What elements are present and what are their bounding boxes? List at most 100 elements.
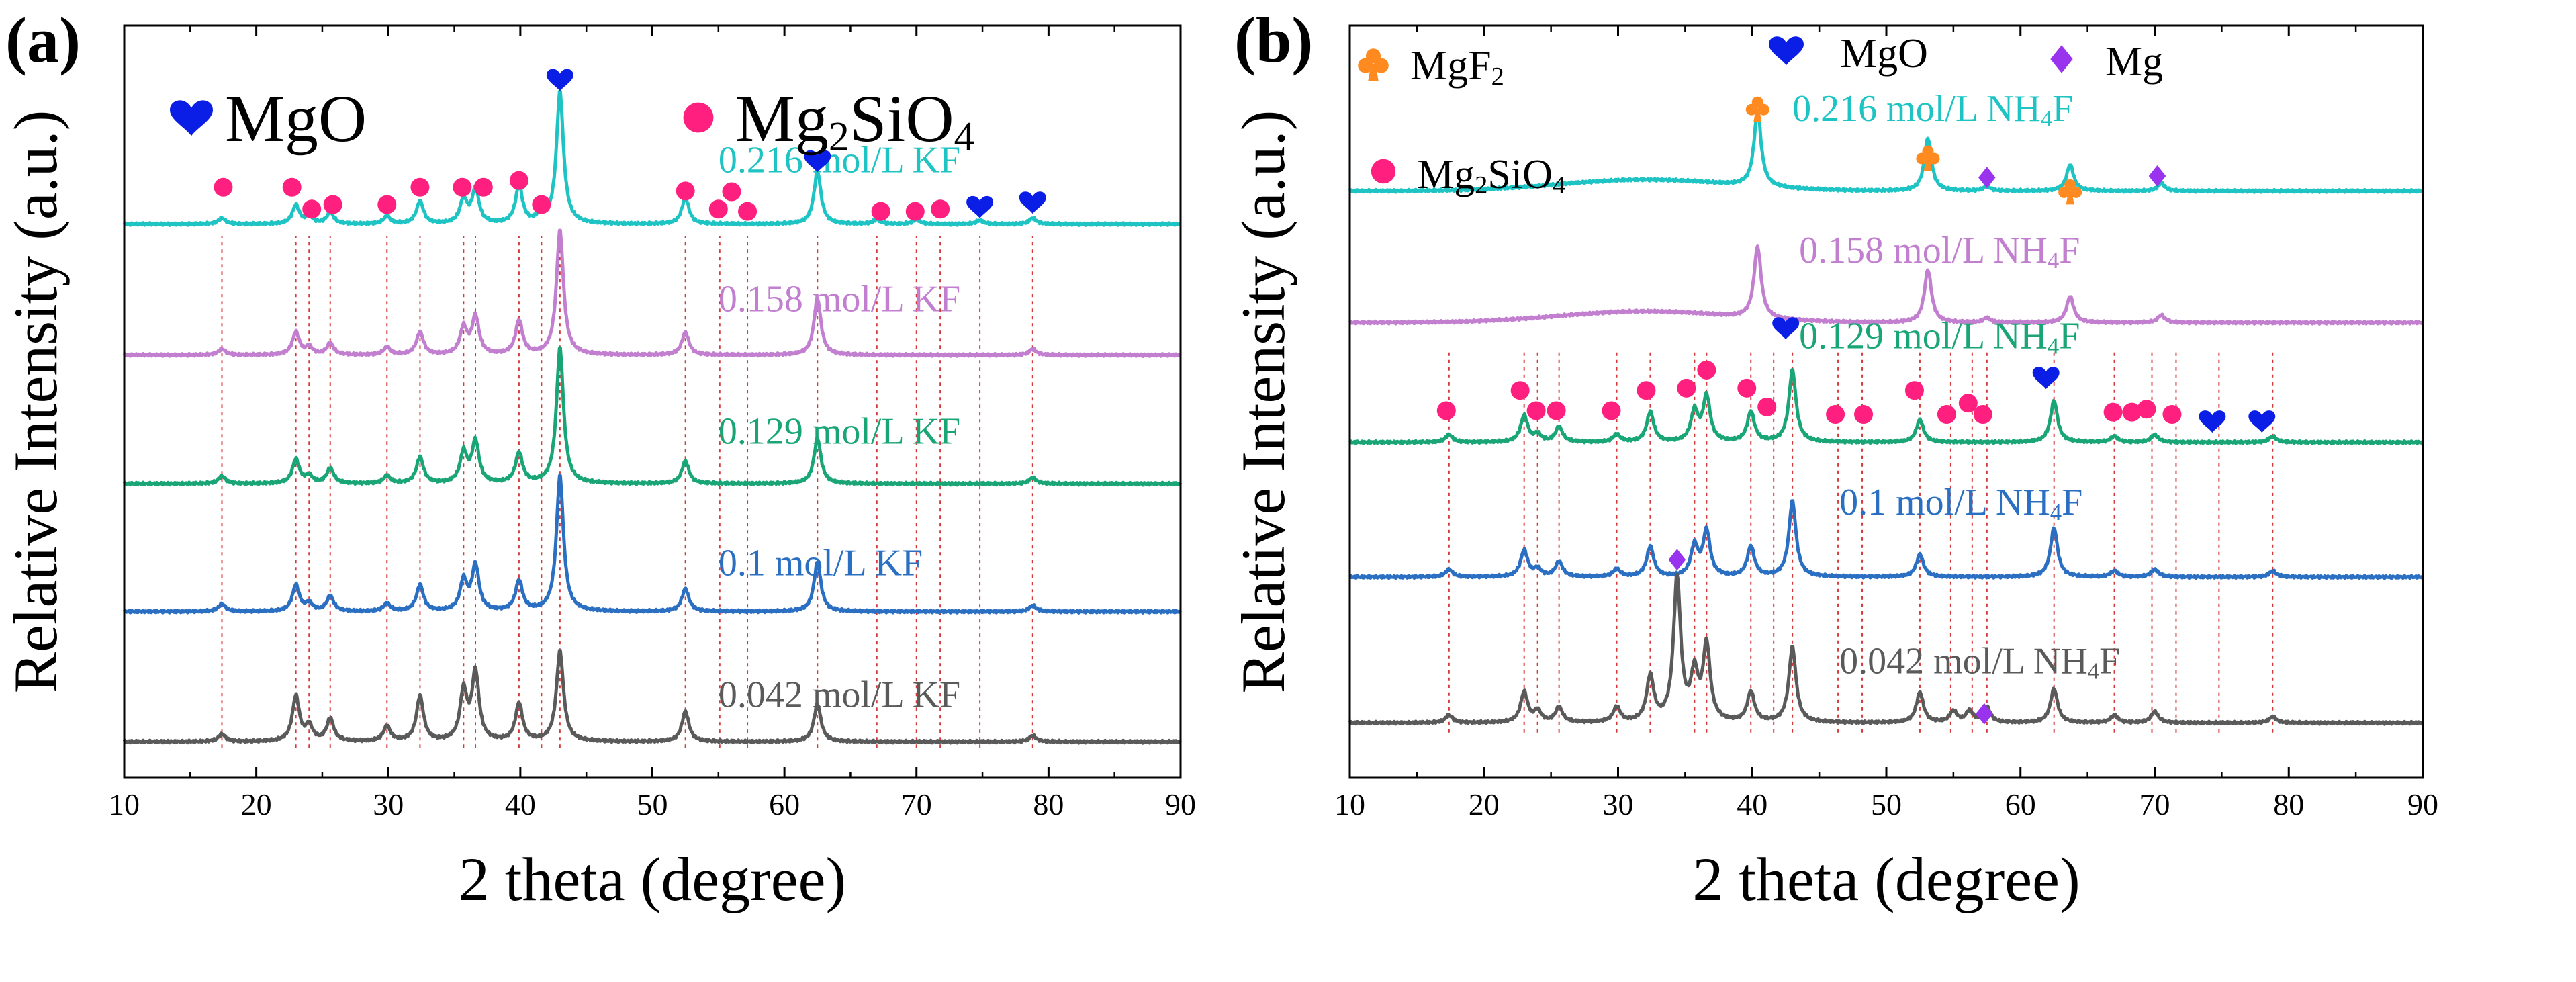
series-line (1348, 244, 2425, 326)
club-marker (2058, 179, 2082, 205)
diamond-marker (2148, 165, 2166, 187)
circle-marker (1602, 401, 1621, 420)
heart-marker (966, 195, 994, 218)
series-label: 0.129 mol/L NH4F (1799, 315, 2080, 359)
circle-marker (1737, 378, 1757, 398)
circle-marker (1973, 405, 1992, 425)
diamond-marker (1668, 549, 1686, 571)
circle-marker (1510, 381, 1530, 400)
legend-text: Mg2SiO4 (735, 81, 975, 160)
series-label: 0.216 mol/L NH4F (1792, 88, 2073, 132)
heart-marker (2032, 367, 2060, 390)
x-tick-label: 60 (2005, 787, 2036, 821)
series-line (1348, 572, 2425, 726)
y-axis-label: Relative Intensity (a.u.) (1, 110, 70, 694)
circle-marker (708, 199, 728, 219)
x-tick-label: 10 (1334, 787, 1365, 821)
circle-marker (2103, 402, 2123, 422)
circle-marker (282, 177, 302, 197)
circle-marker (1697, 360, 1716, 380)
legend-item: Mg2SiO4 (1371, 152, 1565, 199)
series-line (1348, 368, 2425, 445)
circle-marker (2162, 405, 2182, 425)
x-tick-label: 90 (1165, 787, 1196, 821)
circle-marker (410, 177, 430, 197)
series-label: 0.1 mol/L NH4F (1839, 482, 2082, 525)
x-tick-label: 70 (901, 787, 932, 821)
series-line (122, 474, 1183, 615)
circle-marker (302, 199, 322, 219)
legend-text: Mg2SiO4 (1417, 152, 1565, 199)
circle-marker (905, 202, 925, 221)
panel-label: (b) (1234, 4, 1313, 76)
legend-item: MgO (170, 81, 367, 156)
x-tick-label: 50 (637, 787, 668, 821)
circle-marker (323, 195, 342, 214)
club-marker (1745, 96, 1769, 122)
x-axis-label: 2 theta (degree) (1692, 845, 2080, 913)
x-tick-label: 90 (2407, 787, 2438, 821)
x-tick-label: 80 (1033, 787, 1064, 821)
x-tick-label: 50 (1871, 787, 1902, 821)
x-tick-label: 40 (1737, 787, 1767, 821)
series-label: 0.216 mol/L KF (719, 139, 960, 181)
circle-marker (871, 202, 890, 221)
series-line (122, 648, 1183, 745)
legend-text: MgF2 (1410, 43, 1504, 91)
circle-marker (377, 195, 397, 214)
circle-marker (2137, 400, 2156, 419)
circle-marker (1547, 401, 1566, 420)
y-axis-label: Relative Intensity (a.u.) (1229, 110, 1297, 694)
series-label: 0.158 mol/L NH4F (1799, 230, 2080, 273)
legend-item: MgO (1769, 31, 1928, 77)
circle-marker (1637, 381, 1656, 400)
legend-item: Mg2SiO4 (683, 81, 975, 160)
circle-marker (214, 177, 233, 197)
series-label: 0.042 mol/L NH4F (1839, 640, 2120, 684)
legend-text: Mg (2105, 39, 2163, 85)
circle-marker (1677, 378, 1696, 398)
circle-marker (738, 202, 757, 221)
legend-item: MgF2 (1358, 43, 1504, 91)
circle-marker (931, 199, 950, 219)
panel-b: 0.216 mol/L NH4F 0.158 mol/L NH4F 0.129 mo… (1229, 4, 2438, 913)
x-tick-label: 60 (769, 787, 800, 821)
x-tick-label: 40 (505, 787, 536, 821)
series-label: 0.158 mol/L KF (719, 279, 960, 320)
x-tick-label: 80 (2273, 787, 2304, 821)
circle-marker (473, 177, 493, 197)
circle-marker (1526, 401, 1546, 420)
x-tick-label: 70 (2140, 787, 2170, 821)
heart-marker (2248, 410, 2276, 433)
panel-label: (a) (5, 4, 81, 76)
circle-marker (509, 171, 528, 190)
circle-marker (676, 181, 695, 201)
diamond-marker (1978, 167, 1996, 189)
phase-markers (214, 69, 1046, 221)
legend: MgF2 MgO Mg Mg2SiO4 (1358, 31, 2163, 199)
circle-marker (453, 177, 472, 197)
series-line (122, 346, 1183, 487)
circle-marker (1854, 405, 1874, 425)
legend-item: Mg (2050, 39, 2163, 85)
circle-marker (1436, 401, 1456, 420)
x-tick-label: 10 (109, 787, 140, 821)
club-marker (1916, 145, 1940, 171)
heart-marker (1019, 191, 1046, 214)
circle-marker (1757, 397, 1777, 416)
x-tick-label: 30 (1603, 787, 1634, 821)
series-label: 0.042 mol/L KF (719, 674, 960, 716)
circle-marker (722, 182, 741, 202)
heart-marker (2199, 410, 2226, 433)
series-line (1348, 499, 2425, 580)
x-tick-label: 20 (1469, 787, 1500, 821)
circle-marker (2122, 402, 2142, 422)
heart-marker (1772, 317, 1800, 340)
series-label: 0.1 mol/L KF (719, 543, 923, 584)
circle-marker (1958, 394, 1978, 413)
x-tick-label: 30 (373, 787, 404, 821)
heart-marker (804, 150, 831, 173)
circle-marker (532, 195, 551, 214)
heart-marker (546, 69, 573, 91)
